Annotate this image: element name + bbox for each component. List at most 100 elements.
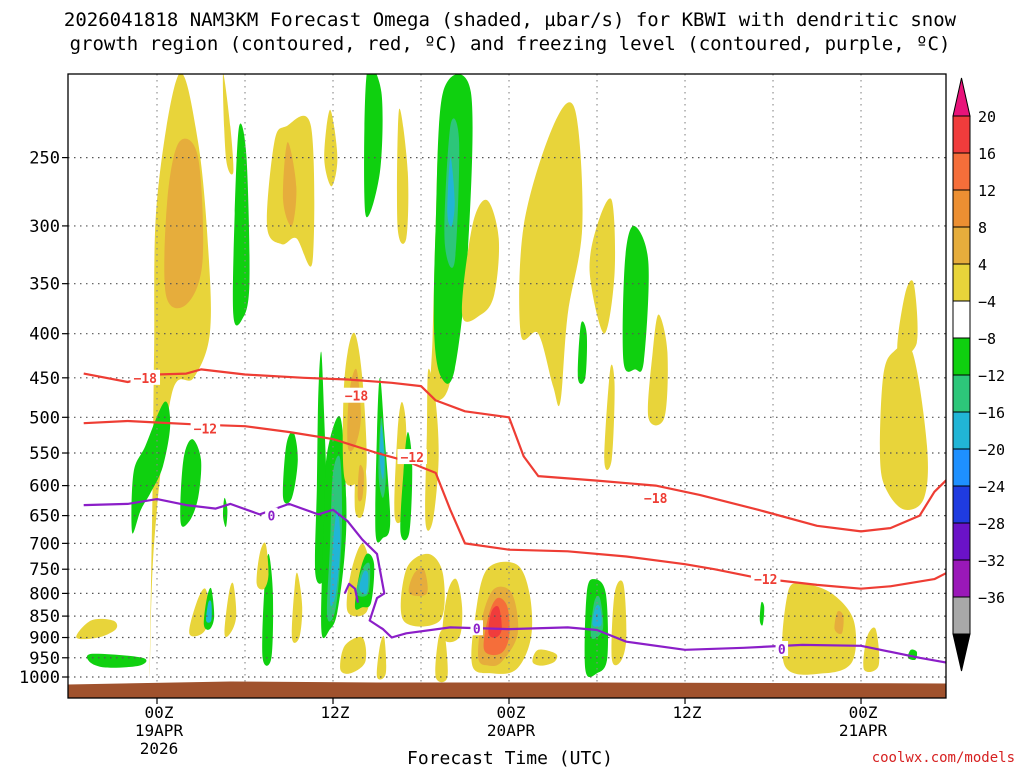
colorbar-bin	[952, 448, 971, 487]
contour-label: 0	[473, 622, 481, 637]
y-tick-label: 950	[29, 649, 60, 669]
x-tick-label: 2026	[140, 739, 179, 758]
contour-label-background	[190, 420, 221, 436]
colorbar-top-arrow	[952, 77, 971, 117]
omega-shaded-region	[863, 627, 880, 673]
contour-line	[343, 582, 359, 603]
colorbar-label: −4	[978, 293, 996, 311]
colorbar-bin	[952, 337, 971, 376]
omega-shaded-region	[206, 600, 212, 623]
colorbar-bin	[952, 522, 971, 561]
colorbar-label: 12	[978, 182, 996, 200]
colorbar-bin	[952, 300, 971, 339]
omega-shaded-region	[759, 601, 765, 626]
contour-label: 0	[267, 510, 275, 525]
contour-label-background	[265, 507, 278, 523]
y-tick-label: 600	[29, 477, 60, 497]
omega-shaded-region	[622, 225, 649, 372]
contour-label-background	[775, 641, 789, 657]
colorbar: 20 16 12 8 4 −4 −8 −12 −16 −20 −24 −28 −32 −36	[952, 77, 1005, 672]
omega-shaded-region	[611, 580, 627, 666]
omega-shaded-region	[647, 314, 668, 426]
omega-shaded-region	[164, 138, 204, 309]
omega-shaded-region	[232, 123, 250, 326]
chart-title-line1: 2026041818 NAM3KM Forecast Omega (shaded…	[64, 9, 957, 31]
omega-shaded-region	[282, 431, 298, 504]
x-tick-label: 19APR	[135, 721, 184, 740]
chart-title-line2: growth region (contoured, red, ºC) and f…	[70, 33, 951, 55]
y-tick-label: 800	[29, 584, 60, 604]
omega-shaded-region	[461, 199, 500, 322]
colorbar-label: 8	[978, 219, 987, 237]
omega-shaded-region	[76, 618, 118, 640]
colorbar-bin	[952, 115, 971, 154]
x-tick-label: 12Z	[321, 703, 350, 722]
omega-shaded-region	[589, 198, 616, 334]
omega-shaded-region	[291, 572, 303, 643]
omega-shaded-region	[425, 368, 439, 531]
colorbar-label: 4	[978, 256, 987, 274]
contour-label-background	[640, 489, 671, 505]
omega-shading	[76, 74, 928, 683]
colorbar-label: −36	[978, 589, 1005, 607]
colorbar-bottom-arrow	[952, 633, 971, 672]
omega-shaded-region	[330, 509, 341, 607]
omega-shaded-region	[897, 280, 918, 356]
omega-shaded-region	[532, 649, 558, 666]
y-tick-label: 650	[29, 507, 60, 527]
omega-shaded-region	[879, 343, 928, 511]
colorbar-bin	[952, 374, 971, 413]
contour-label-background	[397, 449, 427, 465]
omega-shaded-region	[131, 401, 171, 534]
x-axis-label: Forecast Time (UTC)	[407, 748, 613, 768]
y-tick-label: 300	[29, 217, 60, 237]
omega-shaded-region	[86, 653, 147, 668]
y-tick-label: 1000	[19, 668, 60, 688]
colorbar-label: −20	[978, 441, 1005, 459]
x-tick-label: 00Z	[145, 703, 174, 722]
colorbar-label: 16	[978, 145, 996, 163]
contour-label: −12	[400, 451, 423, 466]
omega-shaded-region	[519, 102, 583, 407]
x-tick-label: 12Z	[673, 703, 702, 722]
y-tick-label: 400	[29, 325, 60, 345]
contour-label: −12	[754, 573, 777, 588]
colorbar-bin	[952, 485, 971, 524]
plot-area: −18 −12 0 −18 −12 −18 −12 0 0 250 300 350 400 450 500 5…	[19, 73, 947, 758]
colorbar-bin	[952, 559, 971, 598]
credit-text: coolwx.com/models	[872, 750, 1015, 766]
omega-shaded-region	[396, 108, 409, 244]
omega-shaded-region	[379, 424, 385, 480]
y-tick-label: 850	[29, 607, 60, 627]
colorbar-label: −32	[978, 552, 1005, 570]
colorbar-bin	[952, 263, 971, 302]
omega-shaded-region	[222, 74, 234, 175]
contour-label: −18	[345, 390, 369, 405]
omega-shaded-region	[359, 570, 369, 595]
contour-label: 0	[778, 643, 786, 658]
omega-shaded-region	[282, 142, 297, 227]
contour-lines: −18 −12 0 −18 −12 −18 −12 0 0	[83, 368, 946, 664]
y-tick-label: 550	[29, 444, 60, 464]
y-tick-label: 500	[29, 408, 60, 428]
colorbar-label: −8	[978, 330, 996, 348]
terrain-ground	[68, 681, 946, 698]
omega-shaded-region	[435, 629, 448, 683]
x-tick-label: 21APR	[839, 721, 888, 740]
omega-shaded-region	[782, 583, 857, 675]
y-tick-label: 900	[29, 629, 60, 649]
contour-line	[83, 498, 946, 664]
colorbar-label: 20	[978, 108, 996, 126]
colorbar-label: −24	[978, 478, 1005, 496]
colorbar-bin	[952, 189, 971, 228]
colorbar-bin	[952, 411, 971, 450]
x-tick-label: 20APR	[487, 721, 536, 740]
colorbar-bin	[952, 226, 971, 265]
contour-label-background	[130, 369, 161, 385]
y-tick-label: 750	[29, 560, 60, 580]
contour-label-background	[470, 620, 483, 636]
contour-label: −12	[194, 422, 217, 437]
contour-line	[83, 368, 946, 533]
omega-shaded-region	[364, 74, 383, 217]
